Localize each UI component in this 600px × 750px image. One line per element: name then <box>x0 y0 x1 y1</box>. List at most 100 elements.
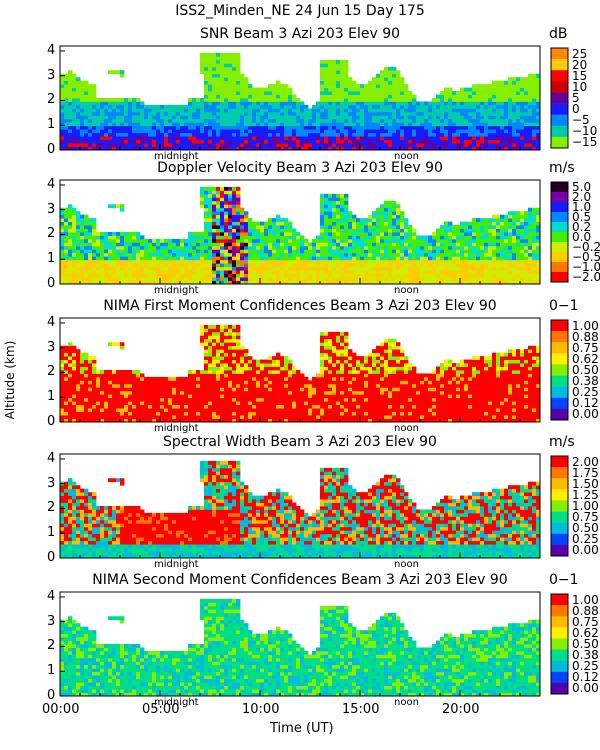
heat-cell <box>164 111 169 116</box>
heat-cell <box>144 263 149 268</box>
heat-cell <box>368 214 373 219</box>
heat-cell <box>352 214 357 219</box>
heat-cell <box>456 139 461 144</box>
heat-cell <box>520 115 525 120</box>
heat-cell <box>276 108 281 113</box>
heat-cell <box>292 277 297 281</box>
heat-cell <box>388 146 393 151</box>
heat-cell <box>392 256 397 261</box>
heat-cell <box>92 232 97 236</box>
heat-cell <box>432 263 437 268</box>
heat-cell <box>356 270 361 274</box>
heat-cell <box>144 245 149 250</box>
heat-cell <box>400 115 405 120</box>
heat-cell <box>76 80 81 85</box>
heat-cell <box>304 238 309 243</box>
heat-cell <box>208 56 213 61</box>
heat-cell <box>192 139 197 144</box>
heat-cell <box>68 270 73 274</box>
heat-cell <box>360 235 365 240</box>
heat-cell <box>368 280 373 285</box>
heat-cell <box>228 263 233 268</box>
heat-cell <box>192 104 197 109</box>
heat-cell <box>268 111 273 116</box>
heat-cell <box>76 225 81 229</box>
heat-cell <box>92 132 97 137</box>
heat-cell <box>212 66 217 71</box>
heat-cell <box>184 125 189 130</box>
heat-cell <box>400 280 405 285</box>
heat-cell <box>308 270 313 274</box>
heat-cell <box>64 418 69 423</box>
heat-cell <box>120 252 125 257</box>
heat-cell <box>220 214 225 219</box>
heat-cell <box>220 218 225 222</box>
heat-cell <box>84 256 89 261</box>
heat-cell <box>268 225 273 229</box>
heat-cell <box>224 56 229 61</box>
heat-cell <box>168 256 173 261</box>
heat-cell <box>128 146 133 151</box>
heat-cell <box>140 249 145 254</box>
heat-cell <box>496 84 501 88</box>
heat-cell <box>268 245 273 250</box>
heat-cell <box>416 245 421 250</box>
heat-cell <box>264 252 269 257</box>
heat-cell <box>256 146 261 151</box>
heat-cell <box>252 104 257 109</box>
heat-cell <box>388 280 393 285</box>
heat-cell <box>420 242 425 247</box>
heat-cell <box>96 408 101 412</box>
y-tick-label: 0 <box>47 276 56 291</box>
heat-cell <box>412 98 417 102</box>
heat-cell <box>344 73 349 78</box>
heat-cell <box>172 104 177 109</box>
heat-cell <box>108 136 113 140</box>
heat-cell <box>332 193 337 198</box>
heat-cell <box>324 235 329 240</box>
heat-cell <box>508 266 513 271</box>
heat-cell <box>304 146 309 151</box>
heat-cell <box>80 363 85 367</box>
heat-cell <box>288 104 293 109</box>
heat-cell <box>288 280 293 285</box>
heat-cell <box>396 87 401 92</box>
heat-cell <box>516 221 521 226</box>
heat-cell <box>300 104 305 109</box>
heat-cell <box>280 125 285 130</box>
heat-cell <box>508 280 513 285</box>
heat-cell <box>392 77 397 82</box>
heat-cell <box>504 225 509 229</box>
heat-cell <box>116 252 121 257</box>
heat-cell <box>208 115 213 120</box>
heat-cell <box>404 266 409 271</box>
heat-cell <box>136 280 141 285</box>
heat-cell <box>116 242 121 247</box>
heat-cell <box>476 280 481 285</box>
heat-cell <box>252 108 257 113</box>
heat-cell <box>176 136 181 140</box>
heat-cell <box>376 84 381 88</box>
heat-cell <box>324 200 329 205</box>
heat-cell <box>332 108 337 113</box>
heat-cell <box>436 270 441 274</box>
heat-cell <box>132 125 137 130</box>
heat-cell <box>452 139 457 144</box>
heat-cell <box>364 225 369 229</box>
heat-cell <box>372 122 377 127</box>
heat-cell <box>384 225 389 229</box>
heat-cell <box>88 277 93 281</box>
heat-cell <box>220 259 225 264</box>
heat-cell <box>336 122 341 127</box>
heat-cell <box>456 115 461 120</box>
heat-cell <box>112 118 117 123</box>
heat-cell <box>108 125 113 130</box>
heat-cell <box>248 228 253 233</box>
heat-cell <box>512 280 517 285</box>
heat-cell <box>180 118 185 123</box>
heat-cell <box>276 111 281 116</box>
heat-cell <box>488 122 493 127</box>
heat-cell <box>420 104 425 109</box>
heat-cell <box>332 242 337 247</box>
heat-cell <box>524 136 529 140</box>
